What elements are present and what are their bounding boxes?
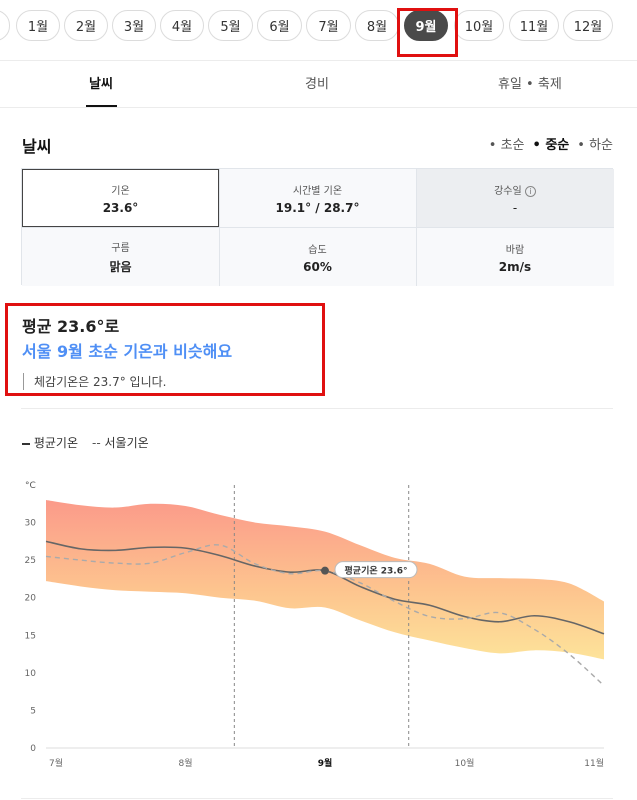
x-tick-label: 7월: [49, 757, 63, 769]
summary-subtitle: 서울 9월 초순 기온과 비슷해요: [22, 342, 233, 361]
stat-hourly-label: 시간별 기온: [292, 185, 343, 197]
month-chip-12[interactable]: 12월: [563, 10, 613, 41]
active-month-highlight: [397, 8, 458, 57]
stat-temperature-value: 23.6°: [102, 200, 139, 215]
stat-temperature[interactable]: 기온 23.6°: [22, 169, 219, 227]
period-mid[interactable]: • 중순: [532, 138, 570, 153]
section-divider: [21, 798, 613, 799]
stat-wind-label: 바람: [505, 244, 525, 256]
tab-bar: 날씨 경비 휴일 • 축제: [0, 60, 637, 108]
summary-title: 평균 23.6°로: [22, 317, 120, 336]
legend-avg: 평균기온: [22, 434, 78, 451]
summary-highlight: [5, 303, 325, 396]
stat-rain-label: 강수일 i: [494, 182, 536, 197]
month-chip-7[interactable]: 7월: [306, 10, 351, 41]
x-tick-label: 8월: [178, 757, 192, 769]
stat-rain-label-text: 강수일: [494, 185, 522, 197]
legend-seoul-label: 서울기온: [104, 436, 149, 450]
y-tick-label: 30: [25, 519, 37, 529]
stat-hourly-value: 19.1° / 28.7°: [275, 200, 360, 215]
month-chip-10[interactable]: 10월: [454, 10, 504, 41]
y-tick-label: 10: [25, 669, 37, 679]
month-chip-1[interactable]: 1월: [16, 10, 60, 41]
callout-text: 평균기온 23.6°: [345, 565, 408, 577]
period-early-label: 초순: [500, 138, 525, 153]
stat-temperature-label: 기온: [111, 185, 130, 197]
temperature-chart: °C 0 5 10 15 20 25 30 평균기온 23.6° 7월 8월 9월 10월 11월: [25, 481, 605, 769]
period-late[interactable]: • 하순: [577, 138, 613, 153]
stat-rain-days[interactable]: 강수일 i -: [416, 169, 614, 227]
stat-humidity-value: 60%: [303, 259, 332, 274]
legend-seoul: -- 서울기온: [92, 434, 149, 451]
month-chip-3[interactable]: 3월: [112, 10, 156, 41]
stat-cloud-value: 맑음: [109, 260, 132, 274]
period-late-label: 하순: [589, 138, 613, 153]
y-tick-label: 15: [25, 631, 36, 641]
temperature-range-band: [46, 500, 604, 660]
month-selector: 1월 2월 3월 4월 5월 6월 7월 8월 9월 10월 11월 12월: [0, 0, 637, 60]
feels-like-note: 체감기온은 23.7° 입니다.: [23, 373, 166, 390]
month-chip-4[interactable]: 4월: [160, 10, 204, 41]
month-chip-5[interactable]: 5월: [208, 10, 253, 41]
y-tick-label: 20: [25, 594, 37, 604]
active-tab-indicator: [86, 105, 117, 107]
current-point-marker: [321, 566, 329, 575]
x-tick-label: 9월: [318, 757, 333, 769]
month-chip-9[interactable]: 9월: [404, 10, 448, 41]
y-tick-label: 25: [25, 556, 36, 566]
stat-humidity[interactable]: 습도 60%: [219, 228, 416, 286]
tab-expenses[interactable]: 경비: [305, 77, 329, 92]
y-tick-label: 0: [30, 744, 36, 754]
stat-wind-value: 2m/s: [498, 259, 532, 274]
month-chip-prev[interactable]: [0, 10, 10, 41]
period-mid-label: 중순: [545, 138, 570, 153]
month-chip-2[interactable]: 2월: [64, 10, 108, 41]
stat-wind[interactable]: 바람 2m/s: [416, 228, 614, 286]
tab-holidays-festivals[interactable]: 휴일 • 축제: [498, 77, 562, 92]
tab-weather[interactable]: 날씨: [89, 77, 113, 92]
stat-rain-value: -: [512, 200, 518, 215]
weather-stats-grid: 기온 23.6° 시간별 기온 19.1° / 28.7° 강수일 i - 구름…: [21, 168, 614, 286]
month-chip-6[interactable]: 6월: [257, 10, 302, 41]
dashed-line-icon: --: [92, 436, 101, 450]
y-tick-label: 5: [30, 706, 36, 716]
stat-hourly-temperature[interactable]: 시간별 기온 19.1° / 28.7°: [219, 169, 416, 227]
stat-cloud[interactable]: 구름 맑음: [22, 228, 219, 286]
callout-bubble: [334, 561, 418, 579]
stat-humidity-label: 습도: [308, 244, 327, 256]
x-tick-label: 11월: [584, 757, 604, 769]
month-chip-8[interactable]: 8월: [355, 10, 399, 41]
month-chip-11[interactable]: 11월: [509, 10, 559, 41]
info-icon[interactable]: i: [524, 185, 536, 197]
stat-cloud-label: 구름: [111, 243, 130, 254]
x-tick-label: 10월: [455, 757, 475, 769]
section-divider: [21, 408, 613, 409]
period-early[interactable]: • 초순: [488, 138, 525, 153]
grid-divider: [22, 227, 614, 228]
chart-legend: 평균기온 -- 서울기온: [22, 434, 149, 451]
y-axis-unit: °C: [25, 481, 36, 491]
period-selector: • 초순 • 중순 • 하순: [489, 134, 613, 153]
legend-avg-label: 평균기온: [33, 436, 78, 450]
solid-line-icon: [22, 442, 30, 445]
weather-section-title: 날씨: [22, 137, 52, 156]
